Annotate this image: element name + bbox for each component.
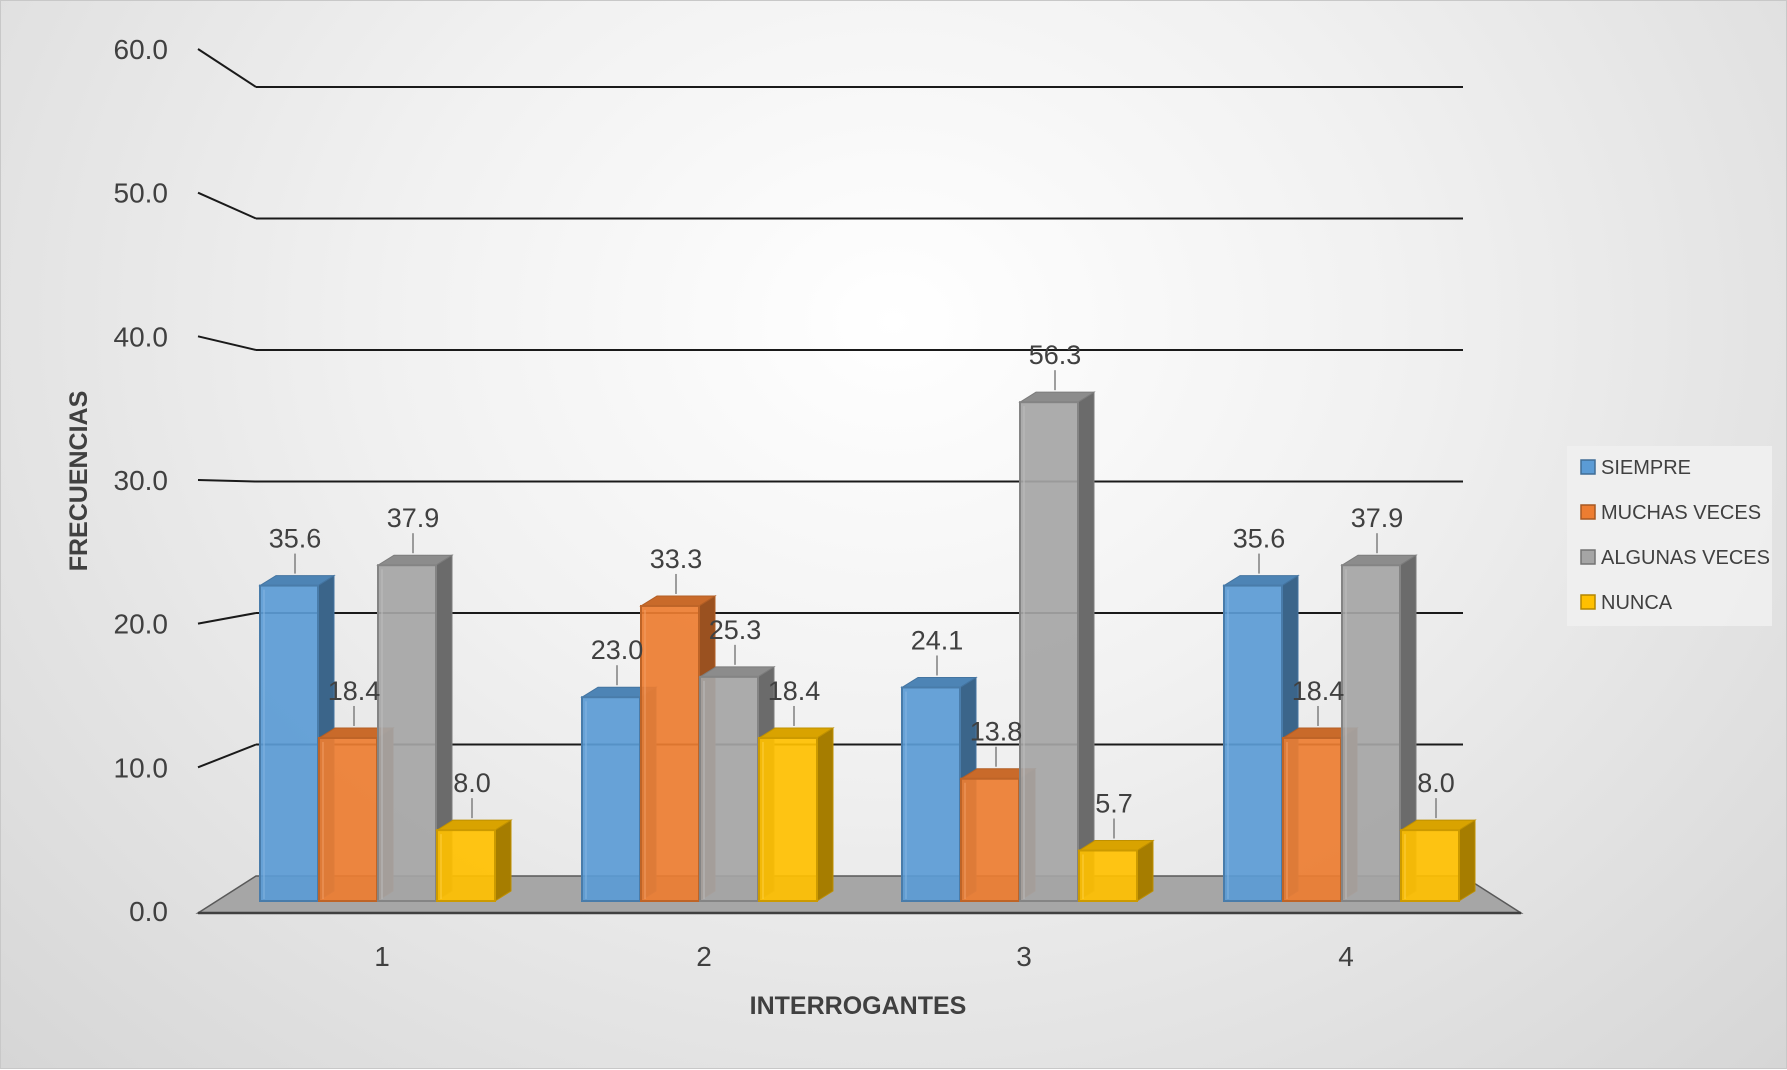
data-label: 56.3 — [1029, 340, 1082, 370]
bar-front — [1223, 584, 1283, 902]
y-axis-ticks: 0.0 10.0 20.0 30.0 40.0 50.0 60.0 — [114, 34, 169, 927]
bar-front — [259, 584, 319, 902]
data-label: 5.7 — [1095, 788, 1133, 818]
legend-box — [1567, 446, 1772, 626]
bar-algunas-veces-1 — [376, 554, 454, 902]
gridline-depth — [197, 612, 257, 625]
y-tick-label: 40.0 — [114, 321, 169, 352]
bar-side — [816, 727, 834, 902]
gridline-depth — [197, 335, 257, 351]
y-tick-label: 60.0 — [114, 34, 169, 65]
bar-front — [1019, 401, 1079, 902]
data-label: 35.6 — [1233, 524, 1286, 554]
legend-swatch — [1580, 594, 1596, 610]
data-label: 25.3 — [709, 615, 762, 645]
bar-nunca-3 — [1077, 839, 1155, 902]
bar-front — [1078, 849, 1138, 902]
bar-nunca-1 — [435, 819, 513, 902]
bar-front — [640, 604, 700, 902]
data-label: 13.8 — [970, 717, 1023, 747]
bar-front — [1282, 736, 1342, 903]
x-tick-label: 1 — [374, 941, 390, 972]
bar-algunas-veces-3 — [1018, 391, 1096, 902]
data-label: 8.0 — [1417, 768, 1455, 798]
gridline-depth — [197, 191, 257, 220]
bar-side — [494, 819, 512, 902]
bar-front — [318, 736, 378, 903]
x-axis-title: INTERROGANTES — [750, 992, 967, 1020]
data-label: 18.4 — [768, 676, 821, 706]
legend-swatch — [1580, 459, 1596, 475]
bar-front — [901, 686, 961, 902]
x-tick-label: 4 — [1338, 941, 1354, 972]
data-label: 23.0 — [591, 635, 644, 665]
bar-front — [1341, 564, 1401, 902]
bar-algunas-veces-4 — [1340, 554, 1418, 902]
bar-nunca-2 — [757, 727, 835, 903]
x-tick-label: 3 — [1016, 941, 1032, 972]
y-tick-label: 10.0 — [114, 752, 169, 783]
bar-front — [758, 736, 818, 903]
bar-front — [581, 696, 641, 902]
bar-nunca-4 — [1399, 819, 1477, 902]
x-axis-ticks: 1 2 3 4 — [374, 941, 1354, 972]
gridline-depth — [197, 743, 257, 769]
bar-algunas-veces-2 — [698, 665, 776, 902]
data-label: 18.4 — [1292, 676, 1345, 706]
legend-label: MUCHAS VECES — [1601, 502, 1761, 524]
y-tick-label: 0.0 — [129, 896, 168, 927]
bar-front — [699, 675, 759, 902]
bar-side — [1077, 391, 1095, 902]
data-label: 18.4 — [328, 676, 381, 706]
y-tick-label: 50.0 — [114, 178, 169, 209]
legend-label: NUNCA — [1601, 592, 1673, 614]
legend-label: SIEMPRE — [1601, 457, 1691, 479]
y-tick-label: 30.0 — [114, 465, 169, 496]
legend-label: ALGUNAS VECES — [1601, 547, 1770, 569]
data-label: 33.3 — [650, 544, 703, 574]
data-label: 37.9 — [387, 503, 440, 533]
y-tick-label: 20.0 — [114, 609, 169, 640]
bar-front — [960, 777, 1020, 902]
bars — [258, 391, 1477, 903]
legend-swatch — [1580, 504, 1596, 520]
bar-front — [377, 564, 437, 902]
x-tick-label: 2 — [696, 941, 712, 972]
gridline-depth — [197, 48, 257, 88]
data-label: 8.0 — [453, 768, 491, 798]
legend-swatch — [1580, 549, 1596, 565]
data-labels: 35.6 18.4 37.9 8.0 23.0 33.3 25.3 18.4 24.1 13.8 5… — [269, 340, 1455, 839]
data-label: 24.1 — [911, 625, 964, 655]
bar-front — [436, 829, 496, 902]
y-axis-title: FRECUENCIAS — [65, 391, 93, 572]
bar-front — [1400, 829, 1460, 902]
gridline-depth — [197, 479, 257, 483]
bar-side — [1458, 819, 1476, 902]
data-label: 37.9 — [1351, 503, 1404, 533]
data-label: 35.6 — [269, 524, 322, 554]
legend: SIEMPRE MUCHAS VECES ALGUNAS VECES NUNCA — [1567, 446, 1772, 626]
